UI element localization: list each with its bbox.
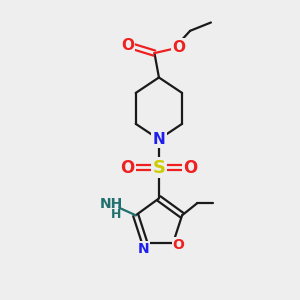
Text: N: N [152,132,165,147]
Text: N: N [137,242,149,256]
Text: O: O [173,238,184,252]
Text: O: O [183,158,197,176]
Text: H: H [111,208,122,221]
Text: S: S [152,158,165,176]
Text: O: O [172,40,186,55]
Text: O: O [121,38,134,52]
Text: NH: NH [99,197,123,211]
Text: O: O [121,158,135,176]
